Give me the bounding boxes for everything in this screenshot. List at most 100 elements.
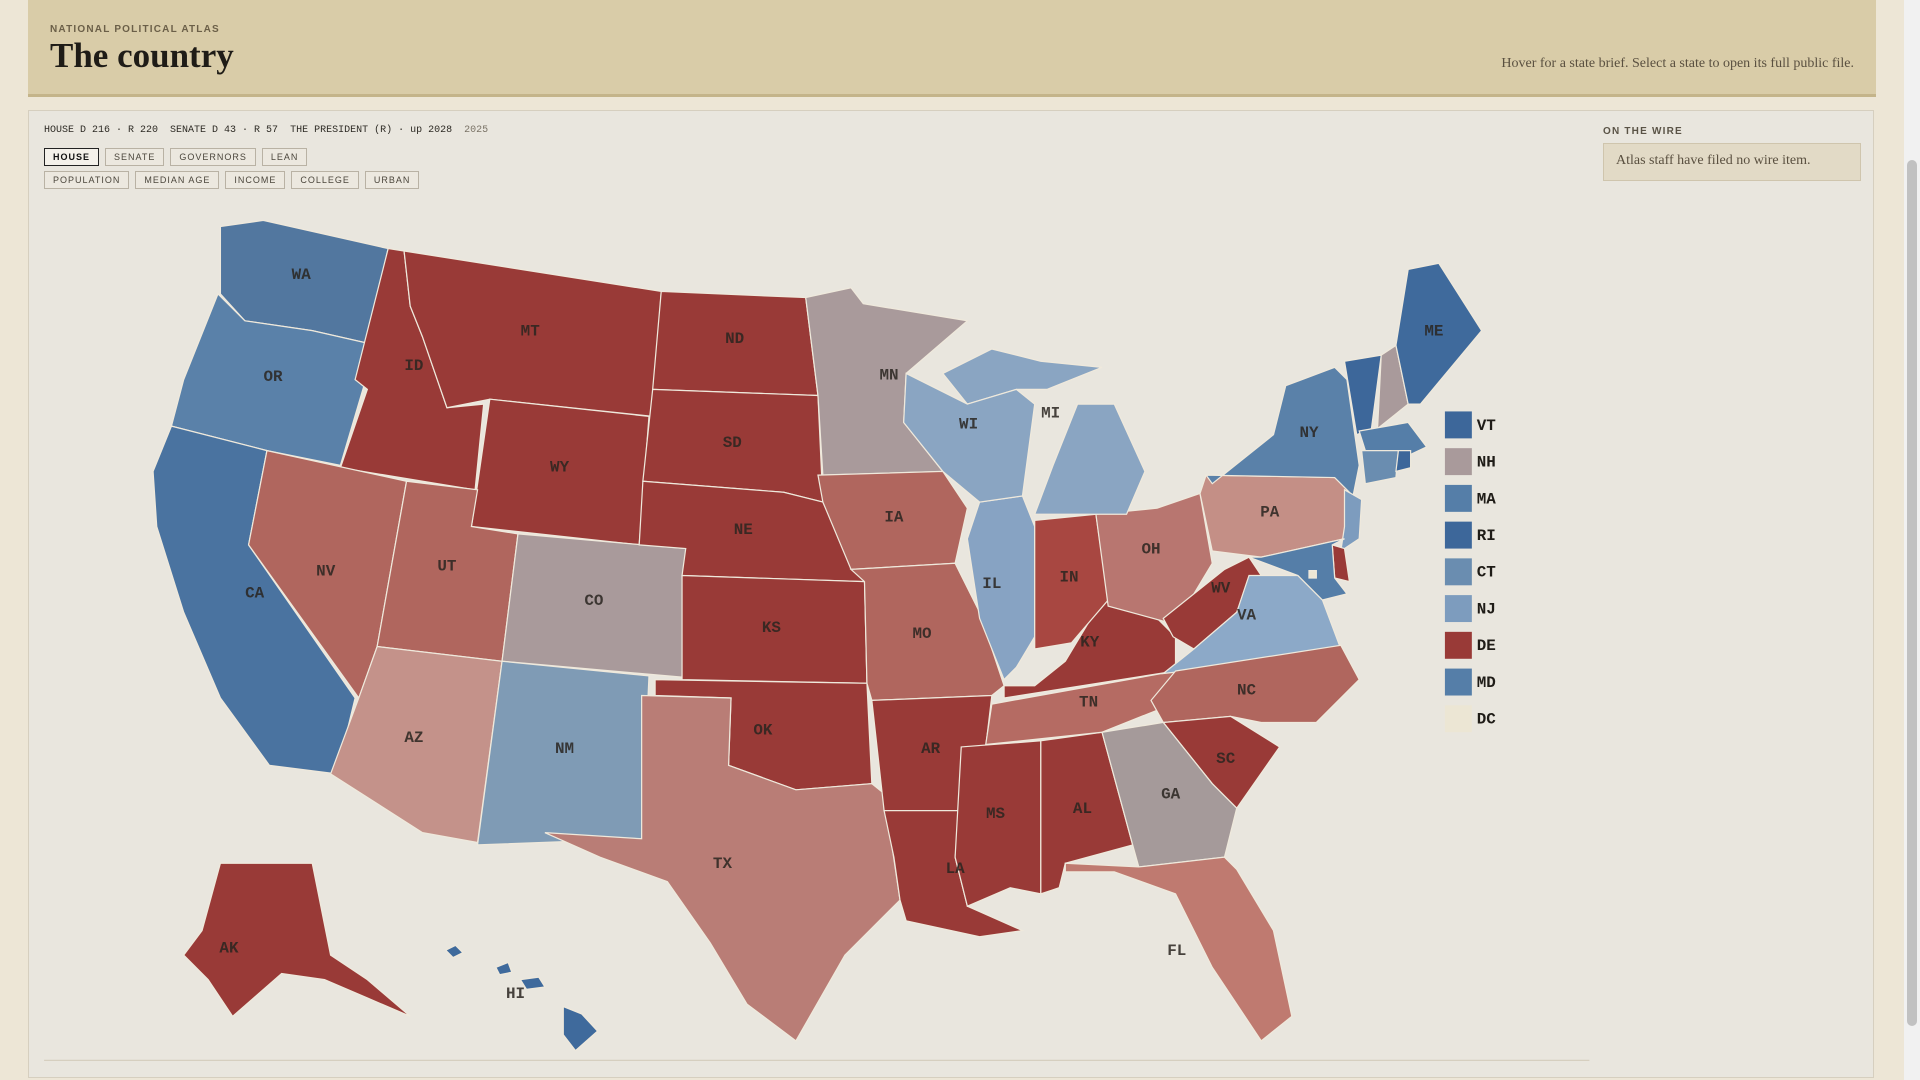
legend-label[interactable]: NH [1477, 454, 1496, 472]
legend-label[interactable]: RI [1477, 527, 1496, 545]
state[interactable] [544, 694, 901, 1042]
wire-heading: ON THE WIRE [1603, 126, 1683, 137]
state[interactable] [1204, 366, 1360, 498]
legend-label[interactable]: DE [1477, 637, 1496, 655]
legend-swatch[interactable] [1444, 411, 1472, 439]
state-label: MO [913, 625, 932, 643]
state-label: WA [292, 266, 312, 284]
state[interactable] [444, 944, 599, 1052]
legend-swatch[interactable] [1444, 705, 1472, 733]
scroll-thumb[interactable] [1907, 160, 1917, 1026]
state-label: HI [506, 985, 525, 1003]
tab[interactable]: GOVERNORS [170, 148, 256, 166]
state-label: NY [1299, 424, 1319, 442]
state-label: SC [1216, 750, 1236, 768]
state[interactable] [984, 670, 1177, 746]
state[interactable] [954, 740, 1042, 907]
legend-label[interactable]: NJ [1477, 600, 1496, 618]
legend-label[interactable]: VT [1477, 417, 1497, 435]
state-label: OK [753, 722, 773, 740]
state-label: GA [1161, 785, 1181, 803]
state-label: AZ [404, 729, 423, 747]
legend-swatch[interactable] [1444, 521, 1472, 549]
state[interactable] [170, 292, 377, 467]
legend-swatch[interactable] [1444, 668, 1472, 696]
tab-row: HOUSE SENATE GOVERNORS LEAN [44, 148, 308, 166]
legend-swatch[interactable] [1444, 484, 1472, 512]
page-title: The country [50, 36, 234, 75]
state[interactable] [182, 862, 411, 1018]
president: THE PRESIDENT (R) · up 2028 [290, 125, 453, 136]
tab-row: POPULATION MEDIAN AGE INCOME COLLEGE URBAN [44, 171, 420, 189]
state-label: LA [946, 860, 966, 878]
legend-swatch[interactable] [1444, 558, 1472, 586]
state-label: PA [1260, 504, 1280, 522]
header: NATIONAL POLITICAL ATLAS The country Hov… [28, 0, 1876, 97]
tab[interactable]: COLLEGE [291, 171, 359, 189]
tab[interactable]: MEDIAN AGE [135, 171, 220, 189]
state-label: WI [959, 416, 978, 434]
state[interactable] [1360, 450, 1400, 485]
state-label: MT [521, 323, 541, 341]
tab[interactable]: INCOME [225, 171, 286, 189]
state[interactable] [903, 372, 1036, 503]
tab[interactable]: LEAN [261, 148, 308, 166]
state-label: NM [555, 740, 574, 758]
state-label: TX [713, 855, 733, 873]
legend-swatch[interactable] [1444, 631, 1472, 659]
legend-label[interactable]: CT [1477, 564, 1497, 582]
state-label: NC [1237, 681, 1257, 699]
state-label: IL [982, 575, 1001, 593]
state[interactable] [1340, 488, 1363, 553]
tab[interactable]: URBAN [364, 171, 420, 189]
wire-box: Atlas staff have filed no wire item. [1603, 143, 1861, 181]
state-label: OH [1141, 540, 1160, 558]
legend-swatch[interactable] [1444, 595, 1472, 623]
state-label: AL [1073, 800, 1092, 818]
state[interactable] [1095, 492, 1213, 626]
state-label: FL [1167, 942, 1186, 960]
state-label: CA [245, 585, 265, 603]
map-group: WA OR CA ID MT WY NV UT CO AZ NM ND SD NE KS OK TX MN IA MO… [44, 219, 1590, 1062]
state-label: WV [1211, 580, 1231, 598]
state-label: IN [1059, 569, 1078, 587]
state-label: SD [723, 434, 742, 452]
state[interactable] [1034, 513, 1109, 650]
legend-label[interactable]: DC [1477, 711, 1497, 729]
tab[interactable]: POPULATION [44, 171, 130, 189]
state-label: NV [316, 563, 336, 581]
state[interactable] [966, 495, 1036, 681]
state-label: ME [1424, 323, 1443, 341]
state[interactable] [1150, 644, 1360, 724]
state-label: MN [879, 367, 898, 385]
state-label: MI [1041, 405, 1060, 423]
status-line: HOUSE D 216 · R 220 SENATE D 43 · R 57 THE… [44, 125, 500, 136]
state[interactable] [1395, 450, 1412, 473]
year: 2025 [464, 125, 489, 136]
state[interactable] [1308, 570, 1317, 579]
state-label: UT [437, 558, 457, 576]
legend-label[interactable]: MA [1477, 490, 1497, 508]
state-label: KY [1080, 634, 1100, 652]
state-label: AK [219, 940, 239, 958]
state-label: AR [921, 740, 941, 758]
legend-label[interactable]: MD [1477, 674, 1496, 692]
state-label: NE [734, 521, 753, 539]
state-label: IA [884, 509, 904, 527]
scrollbar[interactable] [1904, 0, 1920, 1080]
tab[interactable]: HOUSE [44, 148, 100, 166]
state-label: MS [986, 805, 1006, 823]
house-count: HOUSE D 216 · R 220 [44, 125, 159, 136]
state-label: TN [1079, 694, 1098, 712]
state[interactable] [1064, 856, 1293, 1042]
state-label: ID [404, 357, 423, 375]
state-label: VA [1237, 607, 1257, 625]
state-label: CO [584, 592, 603, 610]
state[interactable] [1101, 721, 1238, 868]
tab[interactable]: SENATE [105, 148, 165, 166]
legend-swatch[interactable] [1444, 448, 1472, 476]
state[interactable] [1395, 262, 1483, 405]
state[interactable] [1358, 421, 1428, 457]
state[interactable] [1248, 538, 1349, 601]
